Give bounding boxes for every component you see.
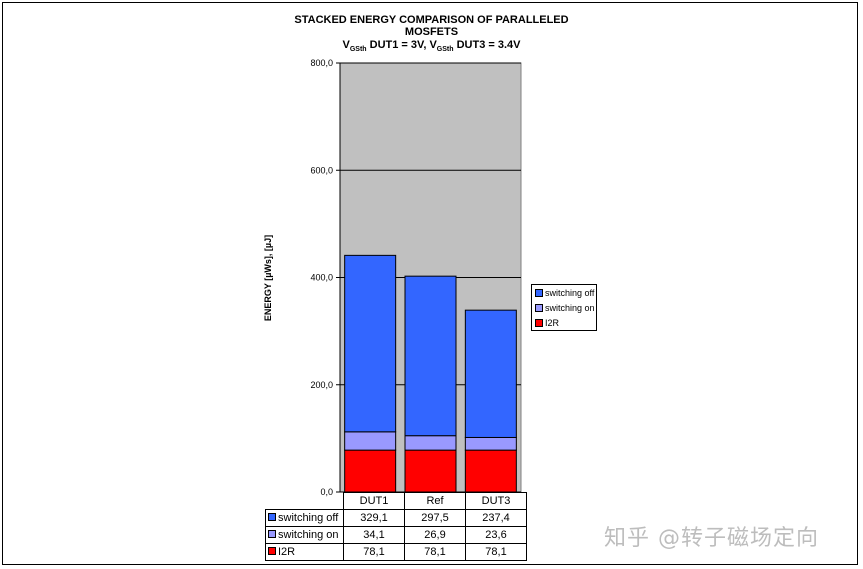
watermark: 知乎 @转子磁场定向 xyxy=(604,526,819,551)
table-cell: 78,1 xyxy=(404,543,466,561)
bar-switching-off-ref xyxy=(404,275,457,437)
legend-item-switching-off: switching off xyxy=(535,288,594,299)
bar-switching-off-dut1 xyxy=(344,254,397,433)
table-rowhead-i2r: I2R xyxy=(265,543,344,561)
table-cell: 34,1 xyxy=(343,526,405,544)
table-cell: 26,9 xyxy=(404,526,466,544)
y-tick-label: 0,0 xyxy=(320,487,333,497)
table-cell: 78,1 xyxy=(343,543,405,561)
table-header-row: DUT1 Ref DUT3 xyxy=(266,492,527,510)
bar-switching-on-ref xyxy=(404,435,457,451)
table-swatch-switching-on xyxy=(268,530,276,539)
legend-item-switching-on: switching on xyxy=(535,303,595,314)
table-cell: 297,5 xyxy=(404,509,466,527)
legend-label-switching-off: switching off xyxy=(545,288,595,298)
table-cell: 78,1 xyxy=(465,543,527,561)
table-rowhead-switching-on: switching on xyxy=(265,526,344,544)
y-tick-label: 400,0 xyxy=(310,273,333,283)
table-rowhead-switching-off: switching off xyxy=(265,509,344,527)
legend-label-i2r: I2R xyxy=(545,318,560,328)
bar-switching-on-dut1 xyxy=(344,431,397,451)
bar-i2r-dut1 xyxy=(344,449,397,493)
table-cell: 23,6 xyxy=(465,526,527,544)
chart-subtitle: VGSth DUT1 = 3V, VGSth DUT3 = 3.4V xyxy=(0,39,863,56)
table-cell: 329,1 xyxy=(343,509,405,527)
legend-item-i2r: I2R xyxy=(535,318,559,329)
table-header-dut3: DUT3 xyxy=(465,492,527,510)
table-row-i2r: I2R 78,1 78,1 78,1 xyxy=(265,543,527,561)
bar-i2r-ref xyxy=(404,449,457,493)
table-header-dut1: DUT1 xyxy=(343,492,405,510)
table-corner xyxy=(266,493,344,510)
bar-switching-off-dut3 xyxy=(464,309,517,438)
data-table: DUT1 Ref DUT3 switching off 329,1 297,5 … xyxy=(265,492,527,561)
table-cell: 237,4 xyxy=(465,509,527,527)
bar-i2r-dut3 xyxy=(464,449,517,493)
chart-title-line1: STACKED ENERGY COMPARISON OF PARALLELED xyxy=(294,14,569,26)
table-swatch-i2r xyxy=(268,547,276,556)
legend-swatch-switching-on xyxy=(535,303,543,312)
subtitle-part-1: VGSth DUT1 = 3V, xyxy=(342,39,430,54)
table-swatch-switching-off xyxy=(268,513,276,522)
bar-switching-on-dut3 xyxy=(464,436,517,451)
subtitle-part-2: VGSth DUT3 = 3.4V xyxy=(429,39,521,54)
y-axis-label: ENERGY [µWs], [µJ] xyxy=(263,234,273,322)
legend-swatch-switching-off xyxy=(535,288,543,297)
y-tick-label: 200,0 xyxy=(310,380,333,390)
legend-swatch-i2r xyxy=(535,318,543,327)
legend: switching off switching on I2R xyxy=(531,284,597,331)
legend-label-switching-on: switching on xyxy=(545,303,595,313)
table-header-ref: Ref xyxy=(404,492,466,510)
table-row-switching-on: switching on 34,1 26,9 23,6 xyxy=(265,526,527,544)
y-tick-label: 800,0 xyxy=(310,58,333,68)
table-row-switching-off: switching off 329,1 297,5 237,4 xyxy=(265,509,527,527)
chart-title-line2: MOSFETS xyxy=(404,26,459,38)
y-tick-label: 600,0 xyxy=(310,165,333,175)
